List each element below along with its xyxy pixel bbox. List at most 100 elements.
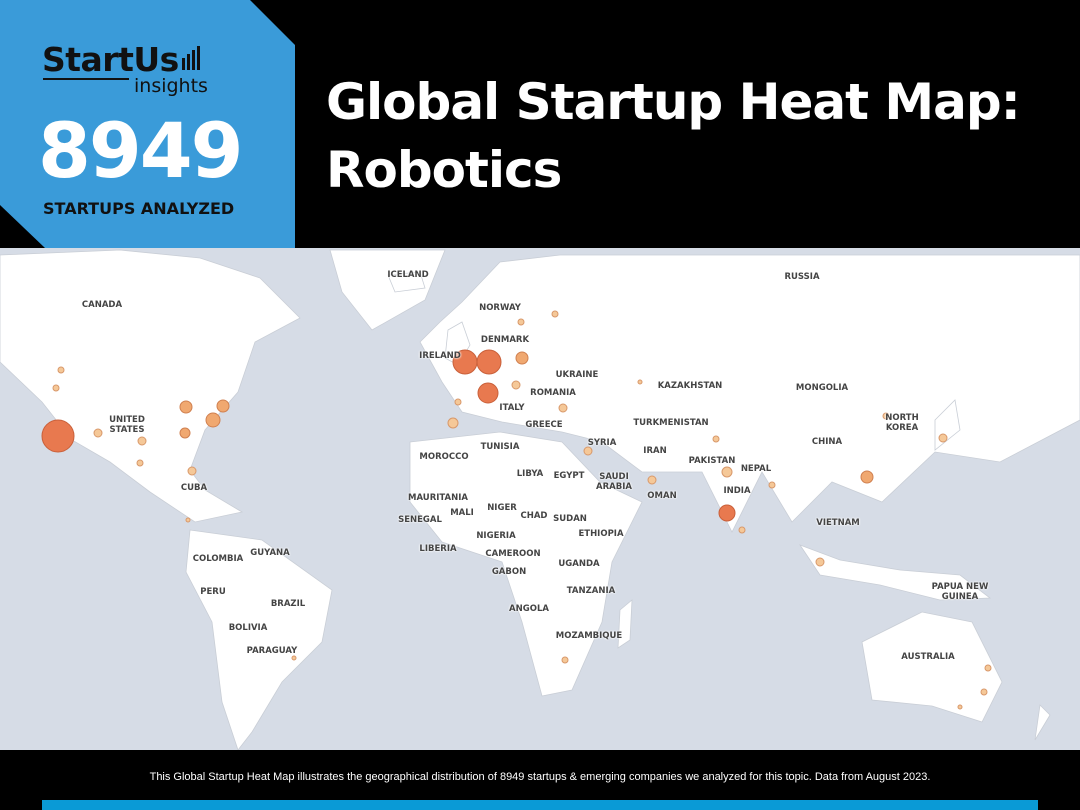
country-label: OMAN xyxy=(647,491,677,501)
startup-count: 8949 xyxy=(38,106,244,195)
land-madagascar xyxy=(617,599,633,649)
country-label: TUNISIA xyxy=(480,442,520,452)
country-label: MOZAMBIQUE xyxy=(555,631,623,641)
startup-bubble-large xyxy=(476,349,502,375)
startup-bubble-small xyxy=(137,436,147,446)
logo: StartUs xyxy=(42,40,179,79)
country-label: MONGOLIA xyxy=(795,383,849,393)
startup-bubble-medium xyxy=(179,400,193,414)
startup-bubble-medium xyxy=(216,399,230,413)
country-label: NIGER xyxy=(487,503,517,513)
startup-bubble-small xyxy=(291,655,297,661)
country-label: NEPAL xyxy=(740,464,772,474)
startup-bubble-small xyxy=(768,481,776,489)
startup-bubble-small xyxy=(957,704,963,710)
country-label: NIGERIA xyxy=(476,531,516,541)
startup-bubble-small xyxy=(93,428,103,438)
startup-bubble-medium xyxy=(860,470,874,484)
country-label: PERU xyxy=(200,587,226,597)
country-label: IRAN xyxy=(643,446,667,456)
startup-bubble-small xyxy=(187,466,197,476)
land-eurasia xyxy=(419,254,1080,533)
country-label: ITALY xyxy=(499,403,525,413)
country-label: CAMEROON xyxy=(485,549,541,559)
startup-bubble-large xyxy=(477,382,499,404)
startup-bubble-small xyxy=(551,310,559,318)
map-canvas xyxy=(0,249,1080,751)
startup-bubble-medium xyxy=(515,351,529,365)
startup-bubble-small xyxy=(738,526,746,534)
country-label: DENMARK xyxy=(480,335,530,345)
country-label: INDIA xyxy=(723,486,751,496)
count-badge xyxy=(0,0,295,248)
header: StartUs insights 8949 STARTUPS ANALYZED … xyxy=(0,0,1080,248)
country-label: TANZANIA xyxy=(566,586,616,596)
startup-bubble-large xyxy=(41,419,75,453)
logo-underline xyxy=(43,78,129,80)
country-label: GABON xyxy=(491,567,527,577)
country-label: GREECE xyxy=(525,420,563,430)
logo-subtitle: insights xyxy=(134,75,208,97)
land-north-america xyxy=(0,249,301,523)
footer-accent-bar xyxy=(42,800,1038,810)
land-africa xyxy=(409,431,643,697)
startup-bubble-small xyxy=(984,664,992,672)
country-label: TURKMENISTAN xyxy=(633,418,709,428)
page-title: Global Startup Heat Map: Robotics xyxy=(326,68,1021,204)
land-iceland xyxy=(387,271,426,293)
startup-bubble-small xyxy=(511,380,521,390)
country-label: AUSTRALIA xyxy=(901,652,955,662)
startup-bubble-small xyxy=(185,517,191,523)
landmasses xyxy=(0,249,1080,751)
country-label: COLOMBIA xyxy=(192,554,244,564)
startup-bubble-small xyxy=(558,403,568,413)
country-label: ICELAND xyxy=(387,270,429,280)
country-label: MALI xyxy=(450,508,474,518)
startup-bubble-small xyxy=(882,412,890,420)
country-label: CHAD xyxy=(520,511,548,521)
startup-bubble-small xyxy=(721,466,733,478)
country-label: LIBYA xyxy=(516,469,544,479)
country-label: MOROCCO xyxy=(419,452,469,462)
footer-description: This Global Startup Heat Map illustrates… xyxy=(149,771,931,783)
title-line-2: Robotics xyxy=(326,141,562,199)
startup-bubble-small xyxy=(583,446,593,456)
country-label: PAKISTAN xyxy=(688,456,736,466)
startup-bubble-small xyxy=(637,379,643,385)
country-label: BOLIVIA xyxy=(228,623,268,633)
land-south-america xyxy=(185,529,333,751)
startup-bubble-small xyxy=(52,384,60,392)
startup-bubble-small xyxy=(447,417,459,429)
country-label: MAURITANIA xyxy=(408,493,468,503)
startup-bubble-small xyxy=(57,366,65,374)
country-label: NORWAY xyxy=(479,303,521,313)
country-label: KAZAKHSTAN xyxy=(657,381,723,391)
world-map: ICELAND RUSSIA CANADA NORWAY DENMARK IRELAND U… xyxy=(0,248,1080,751)
country-label: SYRIA xyxy=(587,438,617,448)
country-label: SENEGAL xyxy=(398,515,442,525)
country-label: ETHIOPIA xyxy=(578,529,624,539)
startup-bubble-medium xyxy=(179,427,191,439)
country-label: BRAZIL xyxy=(270,599,306,609)
country-label: SAUDI ARABIA xyxy=(596,472,632,492)
startup-bubble-small xyxy=(517,318,525,326)
country-label: VIETNAM xyxy=(816,518,860,528)
country-label: UKRAINE xyxy=(555,370,599,380)
country-label: CUBA xyxy=(180,483,208,493)
footer: This Global Startup Heat Map illustrates… xyxy=(0,750,1080,810)
country-label: LIBERIA xyxy=(419,544,457,554)
startup-bubble-small xyxy=(647,475,657,485)
country-label: RUSSIA xyxy=(784,272,820,282)
country-label: UNITED STATES xyxy=(109,415,145,435)
country-label: UGANDA xyxy=(558,559,600,569)
land-australia xyxy=(861,611,1003,723)
startup-bubble-small xyxy=(938,433,948,443)
country-label: PAPUA NEW GUINEA xyxy=(931,582,989,602)
land-new-zealand xyxy=(1034,704,1051,741)
startup-bubble-small xyxy=(454,398,462,406)
logo-bars-icon xyxy=(182,46,202,70)
country-label: CHINA xyxy=(811,437,843,447)
country-label: SUDAN xyxy=(553,514,587,524)
startup-bubble-small xyxy=(561,656,569,664)
country-label: ANGOLA xyxy=(509,604,549,614)
